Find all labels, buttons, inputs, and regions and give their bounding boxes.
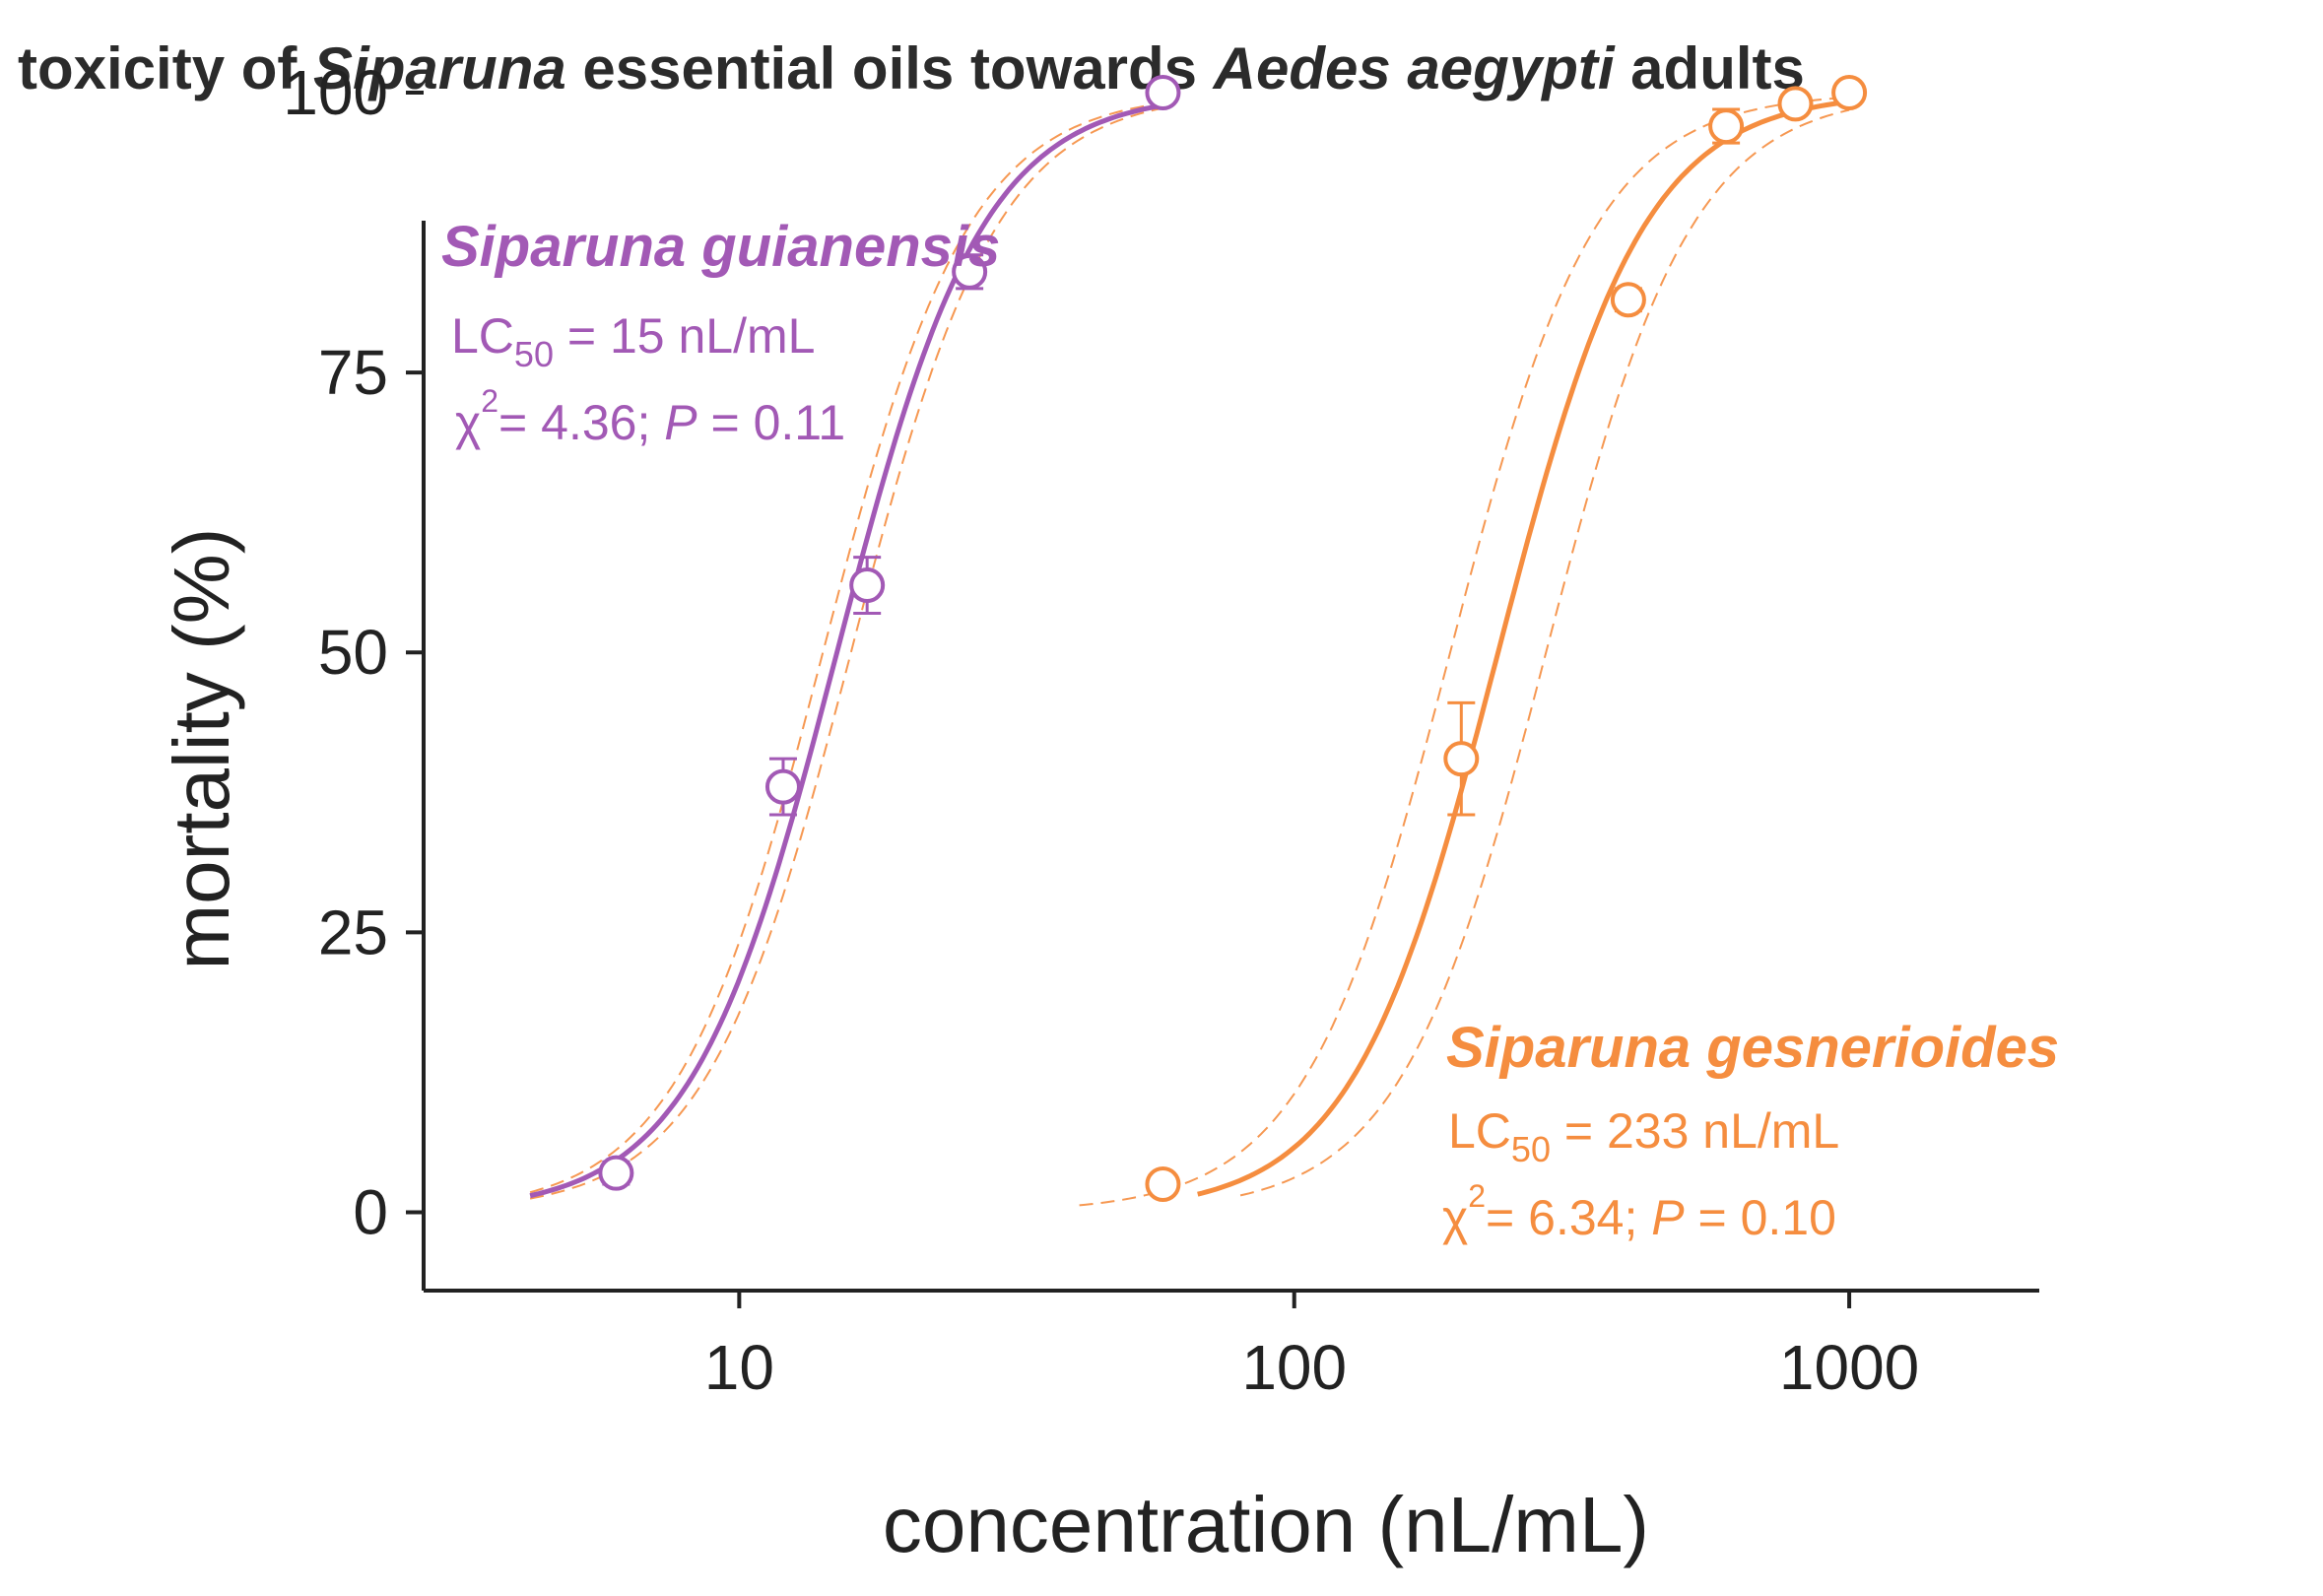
p-value-gesnerioides: = 0.10 [1685, 1190, 1836, 1245]
data-points [598, 75, 1868, 1203]
ci-upper-guianensis [529, 106, 1163, 1200]
series-annotation-gesnerioides: Siparuna gesnerioides LC50 = 233 nL/mL χ… [1442, 1016, 2059, 1245]
chi-value-gesnerioides: = 6.34; [1486, 1190, 1651, 1245]
chart-title-genus: Siparuna [313, 35, 566, 101]
x-axis-label: concentration (nL/mL) [883, 1481, 1649, 1568]
x-tick-label: 1000 [1779, 1332, 1919, 1403]
axes: 0 25 50 75 100 10 100 1000 [283, 57, 2039, 1403]
data-point-gesnerioides [1443, 741, 1480, 777]
y-tick-label: 0 [353, 1176, 388, 1247]
chi-sup-guianensis: 2 [481, 383, 498, 419]
lc50-value-guianensis: = 15 nL/mL [554, 308, 815, 364]
ci-upper-gesnerioides [1239, 108, 1850, 1197]
chi-sup-gesnerioides: 2 [1468, 1178, 1486, 1214]
data-point-gesnerioides [1145, 1166, 1181, 1203]
lc50-value-gesnerioides: = 233 nL/mL [1551, 1103, 1839, 1159]
p-value-guianensis: = 0.11 [697, 395, 846, 450]
chart-title-part2: essential oils towards [566, 35, 1214, 101]
y-tick-label: 50 [318, 617, 388, 688]
data-point-gesnerioides [1708, 108, 1745, 145]
chi-text-gesnerioides: χ2= 6.34; P = 0.10 [1442, 1178, 1836, 1245]
series-name-guianensis: Siparuna guianensis [441, 215, 1000, 279]
data-point-gesnerioides [1831, 75, 1868, 110]
lc50-sub-guianensis: 50 [514, 334, 554, 374]
ci-lower-gesnerioides [1079, 96, 1850, 1207]
data-point-gesnerioides [1610, 282, 1646, 318]
p-symbol-gesnerioides: P [1651, 1190, 1685, 1245]
lc50-text-gesnerioides: LC50 = 233 nL/mL [1448, 1103, 1839, 1169]
lc50-label-guianensis: LC [451, 308, 514, 364]
y-tick-label: 75 [318, 337, 388, 408]
y-tick-label: 100 [283, 57, 388, 128]
chi-symbol-gesnerioides: χ [1442, 1190, 1468, 1245]
x-tick-label: 10 [704, 1332, 774, 1403]
data-point-guianensis [598, 1155, 634, 1191]
fit-curve-guianensis [529, 102, 1163, 1199]
y-tick-label: 25 [318, 897, 388, 967]
data-point-gesnerioides [1777, 86, 1814, 122]
y-axis-label: mortality (%) [158, 528, 245, 970]
p-symbol-guianensis: P [664, 395, 697, 450]
series-annotation-guianensis: Siparuna guianensis LC50 = 15 nL/mL χ2= … [441, 215, 1000, 450]
data-point-guianensis [952, 253, 988, 290]
data-point-guianensis [849, 567, 886, 604]
data-point-guianensis [764, 768, 801, 805]
x-tick-label: 100 [1241, 1332, 1347, 1403]
chart-title-part3: adults [1615, 35, 1805, 101]
series-name-gesnerioides: Siparuna gesnerioides [1446, 1016, 2059, 1080]
lc50-sub-gesnerioides: 50 [1511, 1129, 1551, 1169]
chart-title: toxicity of Siparuna essential oils towa… [18, 35, 1805, 101]
lc50-label-gesnerioides: LC [1448, 1103, 1511, 1159]
data-point-guianensis [1145, 75, 1181, 110]
chi-text-guianensis: χ2= 4.36; P = 0.11 [455, 383, 845, 450]
chart-title-species: Aedes aegypti [1212, 35, 1616, 101]
fitted-curves [529, 96, 1850, 1207]
chart-title-part1: toxicity of [18, 35, 313, 101]
chi-symbol-guianensis: χ [455, 395, 481, 450]
lc50-text-guianensis: LC50 = 15 nL/mL [451, 308, 815, 374]
chi-value-guianensis: = 4.36; [498, 395, 664, 450]
